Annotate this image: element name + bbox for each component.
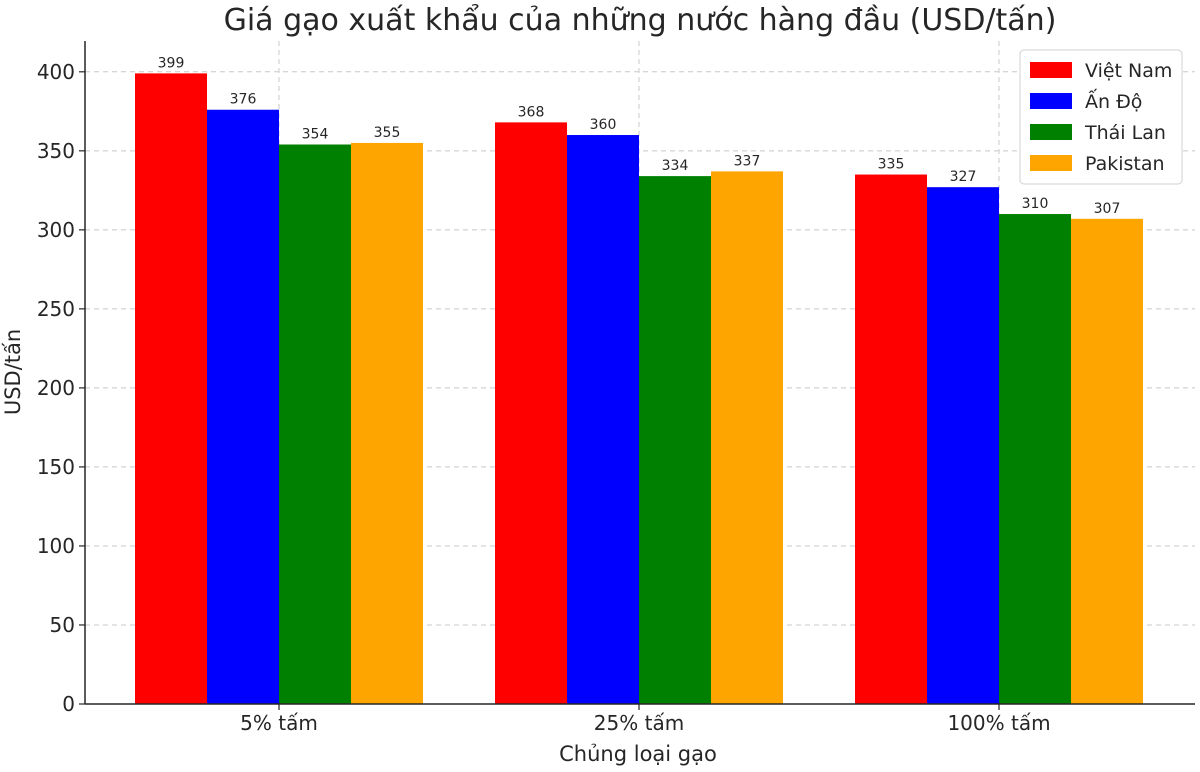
data-label: 360	[590, 117, 617, 133]
y-axis-label: USD/tấn	[1, 329, 25, 415]
data-label: 354	[302, 127, 329, 143]
x-tick-label: 100% tấm	[947, 711, 1050, 735]
y-tick-label: 400	[37, 60, 75, 84]
x-ticks: 5% tấm 25% tấm 100% tấm	[240, 704, 1051, 735]
bar	[207, 109, 279, 705]
x-tick-label: 5% tấm	[240, 711, 318, 735]
legend-swatch	[1030, 124, 1072, 140]
bar	[567, 135, 639, 704]
bar	[135, 73, 207, 705]
y-tick-label: 350	[37, 139, 75, 163]
data-label: 307	[1094, 201, 1121, 217]
x-axis-label: Chủng loại gạo	[559, 742, 717, 766]
legend-swatch	[1030, 155, 1072, 171]
legend-entry: Ấn Độ	[1085, 88, 1142, 113]
legend-entry: Thái Lan	[1084, 122, 1166, 144]
y-tick-label: 0	[62, 692, 75, 716]
bar	[927, 187, 999, 704]
y-tick-label: 50	[50, 613, 75, 637]
bar	[279, 144, 351, 705]
bar	[855, 174, 927, 705]
bar	[351, 142, 423, 705]
data-label: 399	[158, 55, 185, 71]
bar	[999, 214, 1071, 705]
data-label: 327	[950, 169, 977, 185]
data-label: 334	[662, 158, 689, 174]
bar	[1071, 218, 1143, 704]
legend-swatch	[1030, 62, 1072, 78]
bar	[639, 176, 711, 704]
legend: Việt Nam Ấn Độ Thái Lan Pakistan	[1019, 49, 1183, 185]
bar	[711, 171, 783, 704]
data-label: 337	[734, 153, 761, 169]
legend-entry: Pakistan	[1085, 153, 1165, 175]
y-tick-label: 100	[37, 534, 75, 558]
y-tick-label: 150	[37, 455, 75, 479]
bars	[135, 73, 1143, 705]
chart-title: Giá gạo xuất khẩu của những nước hàng đầ…	[224, 2, 1057, 38]
data-label: 335	[878, 157, 905, 173]
legend-entry: Việt Nam	[1085, 60, 1172, 82]
data-label: 376	[230, 92, 257, 108]
y-tick-label: 300	[37, 218, 75, 242]
legend-swatch	[1030, 93, 1072, 109]
data-labels: 399 368 335 376 360 327 354 334 310 355 337 307	[158, 55, 1121, 216]
y-tick-label: 200	[37, 376, 75, 400]
legend-box	[1019, 49, 1183, 185]
y-tick-label: 250	[37, 297, 75, 321]
data-label: 355	[374, 125, 401, 141]
y-ticks: 0 50 100 150 200 250 300 350 400	[37, 60, 85, 716]
axes	[84, 41, 1195, 705]
data-label: 310	[1022, 196, 1049, 212]
x-tick-label: 25% tấm	[594, 711, 684, 735]
bar	[495, 122, 567, 705]
data-label: 368	[518, 104, 545, 120]
